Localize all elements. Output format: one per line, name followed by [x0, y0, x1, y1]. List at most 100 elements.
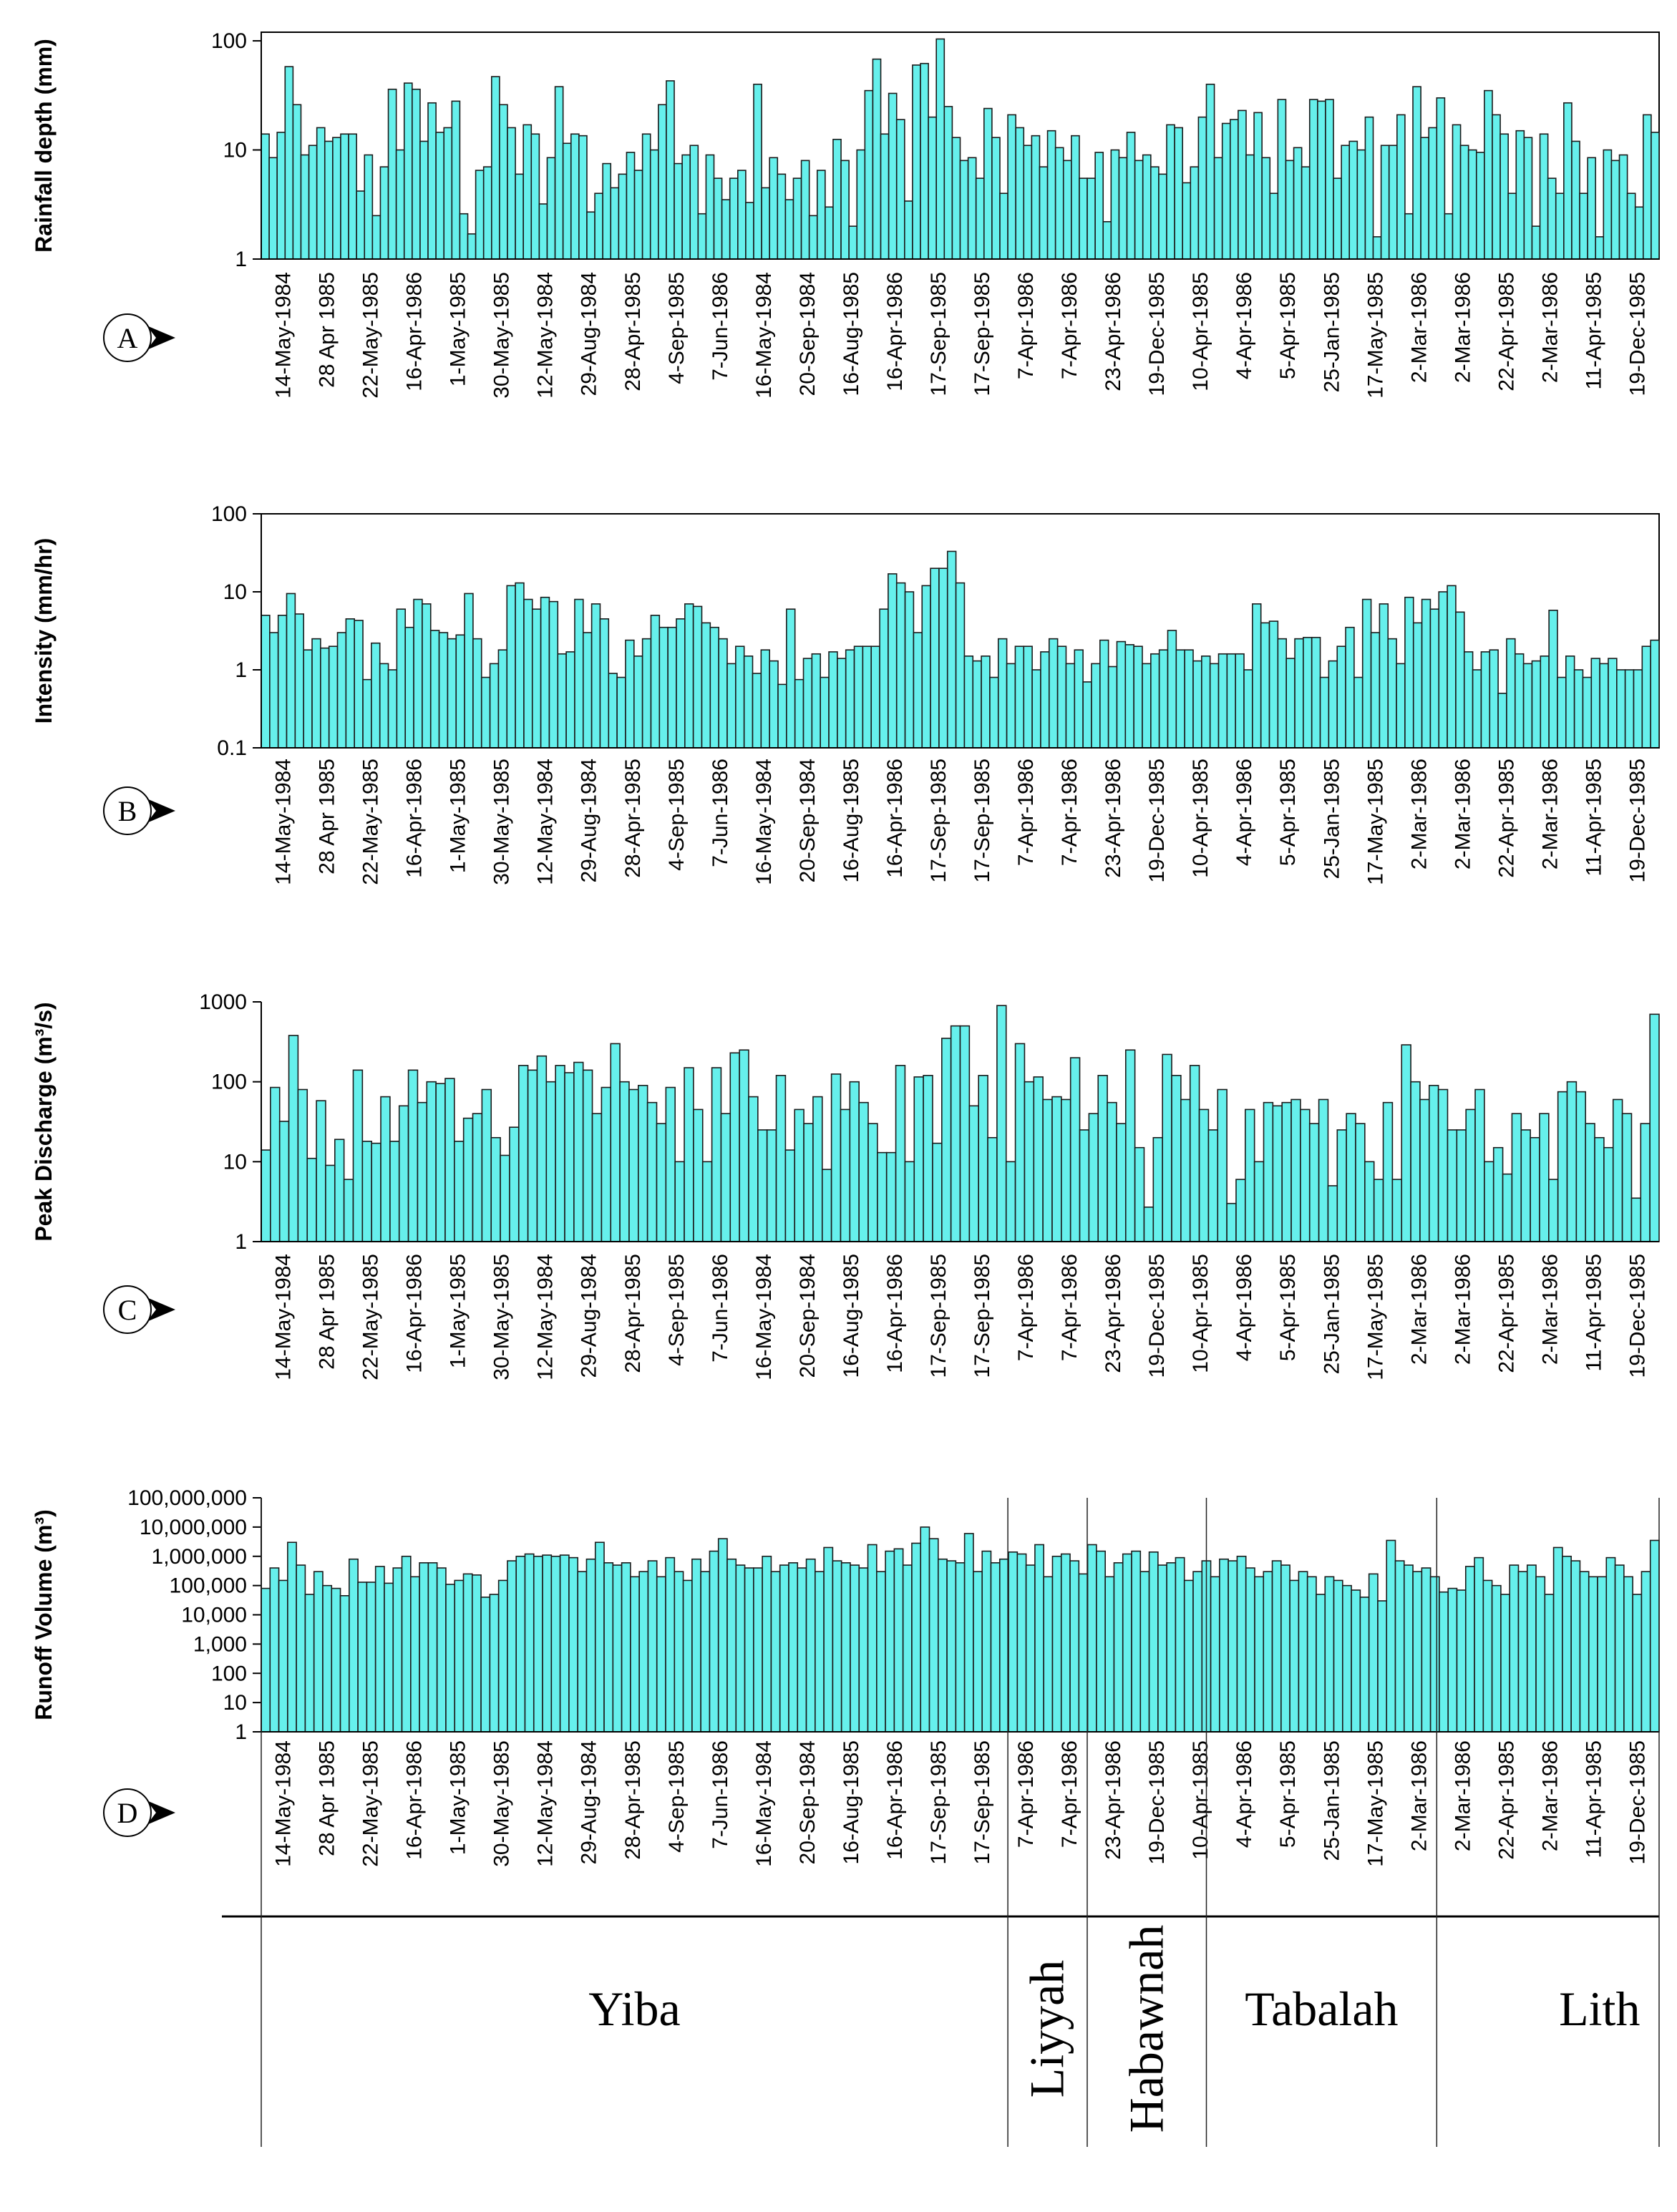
- bar: [435, 132, 445, 260]
- x-tick-label: 2-Mar-1986: [1407, 1254, 1431, 1365]
- bar: [1394, 1560, 1405, 1733]
- bar: [1333, 1579, 1343, 1733]
- bar: [419, 140, 429, 260]
- bar: [849, 1081, 860, 1242]
- panel-marker-circle: [103, 786, 152, 835]
- bar: [1353, 676, 1364, 749]
- bar: [684, 1067, 694, 1242]
- bar: [1245, 1109, 1255, 1242]
- panel-c: 1 10 100 1000 Peak Discharge (m³/s) 14-May-19…: [31, 990, 1660, 1380]
- x-tick-label: 1-May-1985: [447, 759, 470, 873]
- bar: [389, 1141, 400, 1242]
- bar: [398, 1105, 409, 1242]
- bar: [336, 632, 347, 749]
- bar: [354, 620, 364, 749]
- bar: [417, 1101, 428, 1242]
- bar: [1008, 1551, 1019, 1733]
- bar: [895, 119, 905, 260]
- bar: [720, 1113, 731, 1242]
- bar: [832, 138, 842, 260]
- x-tick-label: 28 Apr 1985: [316, 272, 339, 388]
- bar: [1062, 160, 1072, 260]
- bar: [674, 162, 683, 260]
- bar: [1285, 160, 1295, 260]
- bar: [1189, 1065, 1200, 1242]
- bar: [753, 83, 762, 260]
- bar: [296, 1564, 306, 1733]
- bar: [713, 177, 723, 260]
- bar: [1403, 1564, 1414, 1733]
- bar: [1531, 660, 1542, 749]
- bar: [858, 1567, 869, 1733]
- bar: [921, 585, 931, 749]
- bar: [1621, 1113, 1633, 1242]
- bar: [1420, 137, 1429, 260]
- bar: [815, 1571, 825, 1733]
- bar: [872, 58, 882, 260]
- bar: [1184, 649, 1194, 749]
- bar: [300, 154, 310, 260]
- bar: [1623, 1576, 1633, 1733]
- bar: [1015, 127, 1025, 260]
- bar: [482, 166, 492, 260]
- bar: [800, 160, 810, 260]
- bar: [943, 106, 953, 260]
- bar: [1348, 140, 1358, 260]
- bar: [523, 598, 533, 749]
- bar: [981, 1550, 992, 1733]
- region-label: Liyyah: [1020, 1960, 1074, 2098]
- bar: [1370, 632, 1381, 749]
- bar: [387, 669, 398, 749]
- arrow-icon: [147, 326, 175, 350]
- bar: [1162, 1053, 1172, 1242]
- bar: [946, 1560, 957, 1733]
- bar: [1113, 1562, 1124, 1733]
- bar: [665, 1556, 676, 1733]
- bar: [1190, 166, 1200, 260]
- bar: [1447, 585, 1457, 749]
- bar: [427, 1562, 438, 1733]
- bar: [1182, 182, 1192, 260]
- x-tick-label: 2-Mar-1986: [1538, 759, 1562, 869]
- bar: [261, 1149, 271, 1242]
- bar: [633, 170, 643, 260]
- x-tick-label: 17-Sep-1985: [971, 1254, 994, 1378]
- bar: [991, 137, 1001, 260]
- bar: [582, 632, 593, 749]
- x-tick-label: 14-May-1984: [272, 1254, 296, 1380]
- bar: [410, 1576, 420, 1733]
- bar: [1557, 1091, 1568, 1242]
- x-tick-label: 17-May-1985: [1364, 759, 1387, 885]
- x-tick-label: 5-Apr-1985: [1276, 1254, 1300, 1361]
- bar: [1555, 193, 1565, 260]
- bar: [517, 1065, 529, 1242]
- bar: [633, 656, 643, 749]
- bar: [816, 170, 826, 260]
- bar: [324, 140, 334, 260]
- bar: [568, 1556, 578, 1733]
- x-tick-label: 22-May-1985: [359, 272, 383, 399]
- bar: [999, 193, 1008, 260]
- bar: [451, 100, 461, 260]
- panel-marker: A: [103, 313, 175, 362]
- bar: [726, 663, 737, 749]
- x-tick-label: 28 Apr 1985: [316, 759, 339, 874]
- y-tick-label: 10,000: [181, 1604, 247, 1627]
- bar: [1126, 132, 1136, 260]
- bar: [1079, 177, 1088, 260]
- bar: [1355, 1123, 1366, 1242]
- bar: [1346, 1113, 1356, 1242]
- bar: [1539, 1113, 1550, 1242]
- bar: [1150, 653, 1160, 749]
- bar: [1614, 1564, 1625, 1733]
- y-tick-label: 10: [223, 1691, 247, 1715]
- bar: [628, 1088, 639, 1242]
- x-tick-label: 7-Jun-1986: [709, 1740, 732, 1849]
- bar: [1412, 86, 1421, 260]
- bar: [1263, 1101, 1274, 1242]
- bar: [387, 88, 397, 260]
- bar: [963, 1533, 974, 1733]
- bar: [888, 92, 898, 260]
- bar: [1082, 681, 1092, 749]
- x-tick-label: 22-Apr-1985: [1494, 272, 1518, 391]
